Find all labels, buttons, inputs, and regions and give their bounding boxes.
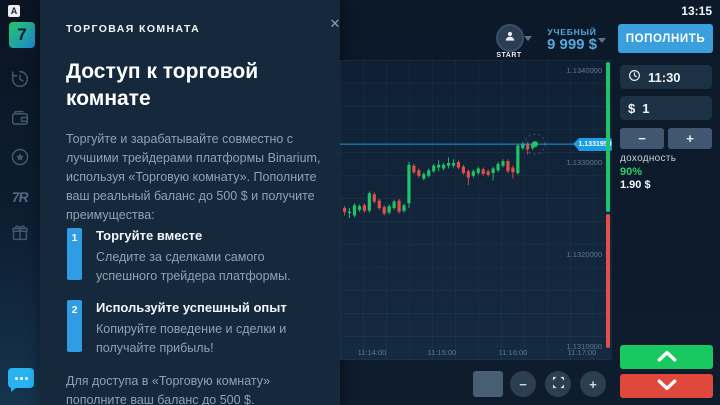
time-tick-label: 11:14:00 [357,348,387,357]
support-chat-button[interactable] [8,368,34,392]
page-title: Доступ к торговой комнате [66,60,259,110]
a-badge: A [8,5,20,17]
current-price-tag: 1.1331950 [573,137,612,151]
payout-percent: 90% [620,166,643,178]
plus-icon: + [686,131,694,146]
price-tick-label: 1.1320000 [566,250,602,260]
benefit-title: Торгуйте вместе [96,228,203,243]
chevron-up-icon [656,350,678,365]
candles-layer [340,133,612,219]
account-avatar[interactable] [496,24,524,52]
price-tick-label: 1.1340000 [566,66,602,76]
put-down-button[interactable] [620,374,713,398]
sentiment-bar-down [606,214,610,348]
account-type-badge: УЧЕБНЫЙ [547,27,597,37]
wallet-icon [9,107,31,134]
close-icon[interactable]: ✕ [329,16,341,31]
payout-label: доходность [620,153,677,164]
price-tick-label: 1.1330000 [566,158,602,168]
time-tick-label: 11:15:00 [427,348,457,357]
payout-amount: 1.90 $ [620,179,651,191]
benefit-number-badge: 2 [67,300,82,352]
candlestick-chart[interactable]: 1.1340000 1.1330000 1.1320000 1.1310000 11:… [340,60,612,360]
plus-icon: + [589,376,597,392]
benefit-text: Копируйте поведение и сделки и получайте… [96,322,287,355]
expand-icon [552,376,565,392]
deposit-button[interactable]: ПОПОЛНИТЬ [618,24,713,53]
trading-room-panel: ТОРГОВАЯ КОМНАТА ✕ Доступ к торговой ком… [40,0,340,405]
price-tick-label: 1.1310000 [566,342,602,352]
zoom-in-button[interactable]: + [580,371,606,397]
sidebar-item-achievements[interactable] [9,148,31,170]
chat-bubble-icon [14,376,18,380]
sidebar-item-history[interactable] [9,70,31,92]
chevron-down-icon [656,378,678,394]
amount-field[interactable]: $ 1 [620,96,712,120]
history-icon [9,68,31,95]
person-icon [503,29,517,48]
currency-symbol: $ [628,100,636,116]
time-tick-label: 11:17:00 [567,348,597,357]
minus-icon: − [519,376,527,392]
panel-title: ТОРГОВАЯ КОМНАТА [66,23,201,35]
amount-decrease-button[interactable]: − [620,128,664,149]
time-tick-label: 11:16:00 [498,348,528,357]
expiry-time-field[interactable]: 11:30 [620,65,712,89]
benefit-number-badge: 1 [67,228,82,280]
benefit-title: Используйте успешный опыт [96,300,287,315]
star-icon [9,146,31,173]
expiry-time-value: 11:30 [648,69,681,85]
benefit-text: Следите за сделками самого успешного тре… [96,250,291,283]
gift-icon [9,222,31,249]
amount-increase-button[interactable]: + [668,128,712,149]
minus-icon: − [638,131,646,146]
chevron-down-icon[interactable] [598,38,606,43]
sidebar: A 7 7R [0,0,40,405]
sidebar-item-wallet[interactable] [9,109,31,131]
account-balance[interactable]: 9 999 $ [546,36,598,53]
recenter-button[interactable] [545,371,571,397]
amount-value: 1 [642,100,650,116]
sidebar-item-gifts[interactable] [9,224,31,246]
binarium-logo[interactable]: 7 [9,22,35,48]
system-clock: 13:15 [681,4,712,18]
clock-icon [628,69,641,85]
tournaments-7r-icon: 7R [10,189,30,205]
account-name: START [496,52,522,59]
sentiment-bar-up [606,62,610,212]
zoom-out-button[interactable]: − [510,371,536,397]
sidebar-item-tournaments[interactable]: 7R [9,186,31,208]
call-up-button[interactable] [620,345,713,369]
footer-note: Для доступа в «Торговую комнату» пополни… [66,374,271,405]
chart-preview-box[interactable] [473,371,503,397]
intro-text: Торгуйте и зарабатывайте совместно с луч… [66,132,321,222]
chevron-down-icon[interactable] [524,36,532,41]
